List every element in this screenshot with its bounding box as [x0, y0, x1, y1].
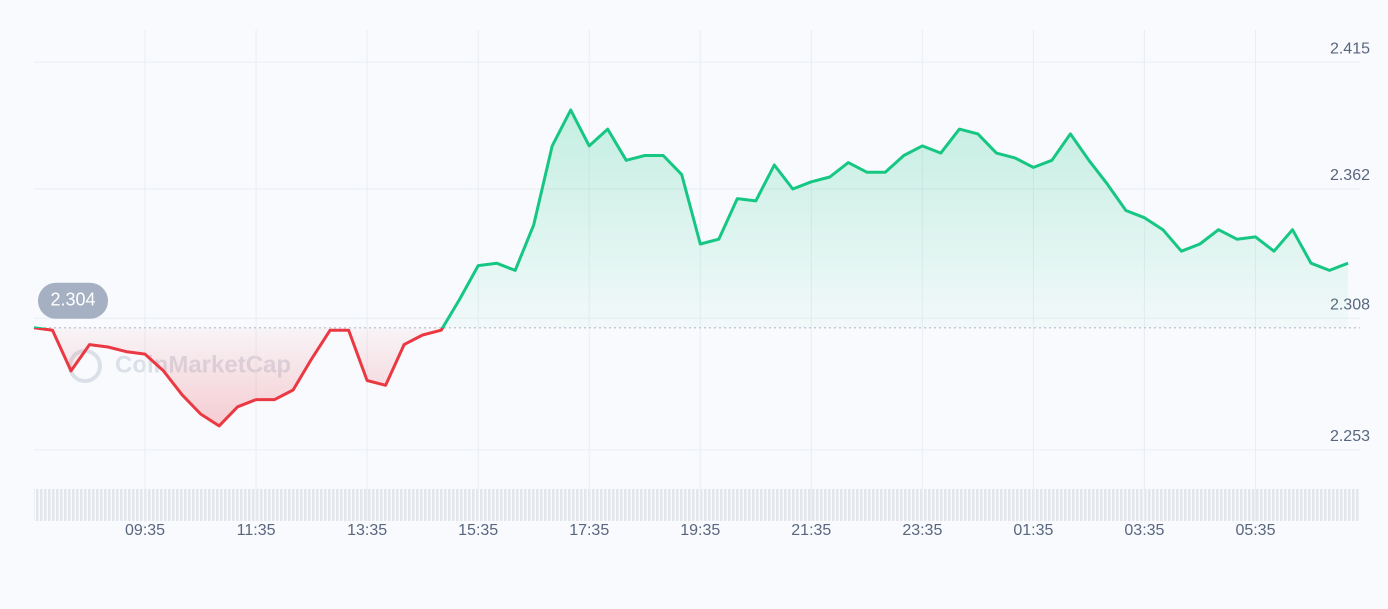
- x-tick-label: 19:35: [680, 522, 720, 539]
- x-tick-label: 05:35: [1235, 522, 1275, 539]
- y-tick-label: 2.253: [1330, 428, 1370, 445]
- x-tick-label: 21:35: [791, 522, 831, 539]
- x-tick-label: 11:35: [237, 522, 276, 539]
- y-tick-label: 2.362: [1330, 167, 1370, 184]
- y-tick-label: 2.415: [1330, 40, 1370, 57]
- x-tick-label: 03:35: [1124, 522, 1164, 539]
- volume-backdrop: [34, 489, 1360, 521]
- x-tick-label: 01:35: [1013, 522, 1053, 539]
- area-fill: [34, 110, 1348, 426]
- reference-pill: [38, 282, 108, 319]
- price-line: [33, 108, 1349, 428]
- x-tick-label: 15:35: [458, 522, 498, 539]
- x-tick-label: 23:35: [902, 522, 942, 539]
- x-tick-label: 13:35: [347, 522, 387, 539]
- x-tick-label: 17:35: [569, 522, 609, 539]
- x-tick-label: 09:35: [125, 522, 165, 539]
- reference-label: 2.304: [50, 290, 95, 310]
